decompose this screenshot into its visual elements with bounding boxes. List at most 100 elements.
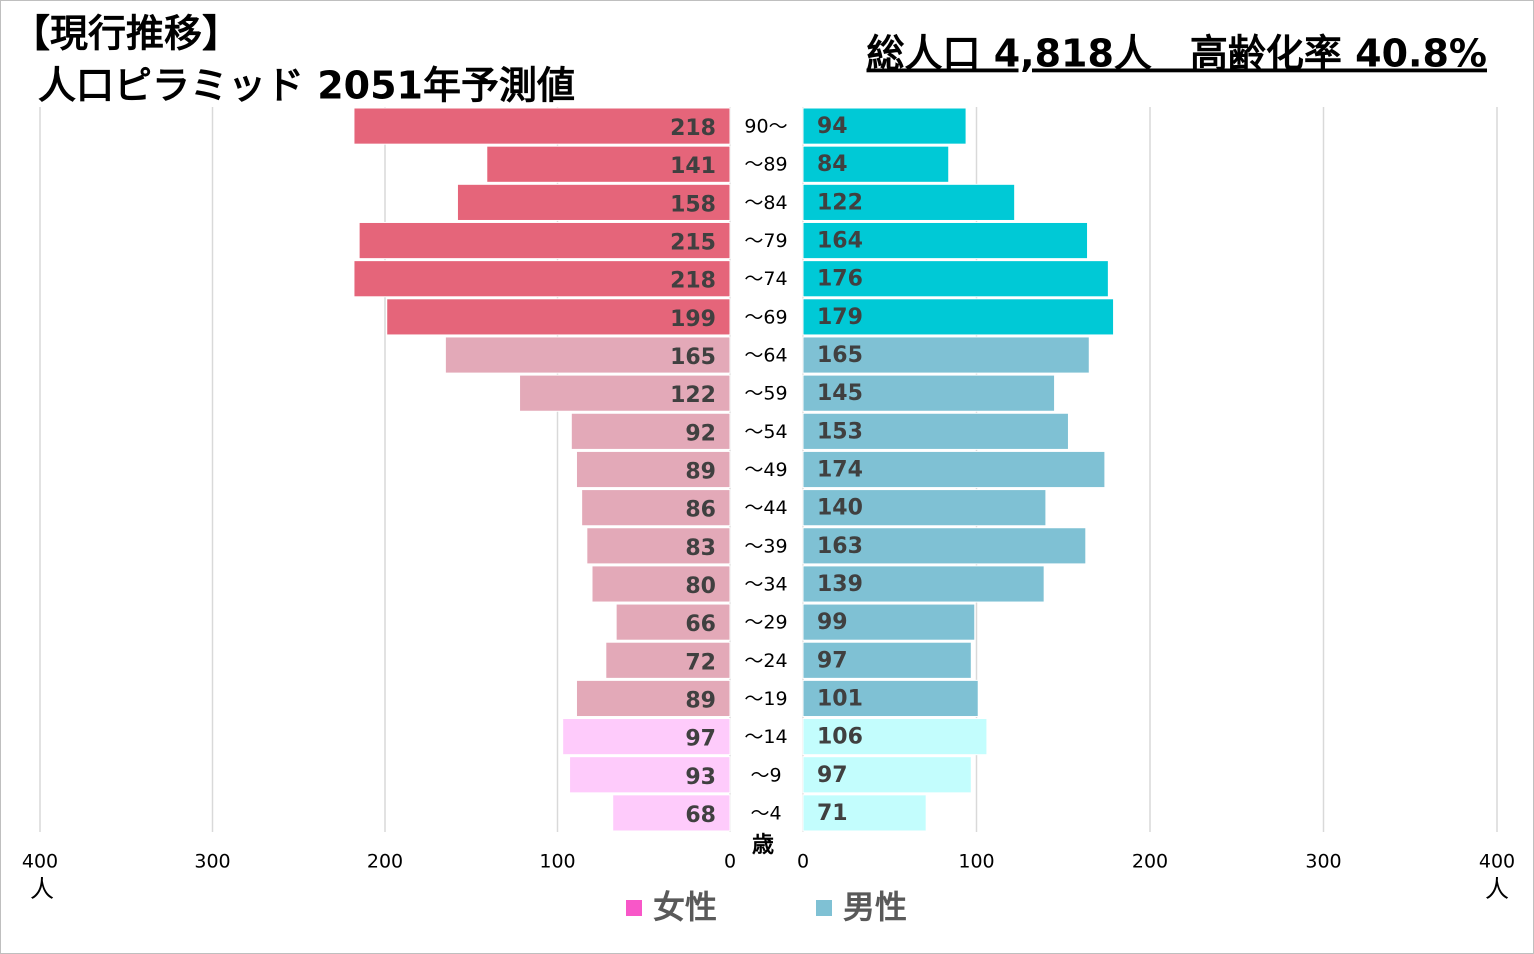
data-label: 71 [817, 801, 848, 826]
legend-swatch [626, 900, 642, 916]
x-tick-label: 100 [958, 851, 994, 873]
bar [486, 145, 731, 183]
category-label: 〜19 [744, 688, 787, 710]
data-label: 84 [817, 152, 848, 177]
bar [570, 412, 731, 450]
legend-label: 女性 [653, 888, 717, 926]
bar [802, 756, 972, 794]
bar [802, 450, 1106, 489]
category-label: 〜24 [744, 650, 787, 672]
data-label: 141 [670, 154, 716, 179]
data-label: 158 [670, 192, 716, 217]
bar [802, 679, 979, 718]
bar [802, 145, 950, 183]
data-label: 165 [817, 343, 863, 368]
bar [802, 374, 1056, 412]
bar [802, 260, 1109, 298]
x-tick-label: 400 [1479, 851, 1515, 873]
data-label: 94 [817, 114, 848, 139]
category-label: 〜54 [744, 421, 787, 443]
x-tick-label: 200 [1132, 851, 1168, 873]
data-label: 215 [670, 231, 716, 256]
chart-subtitle: 人口ピラミッド 2051年予測値 [38, 64, 575, 108]
bar [802, 412, 1069, 450]
bar [586, 527, 731, 565]
bar [519, 374, 731, 412]
bar [456, 183, 731, 221]
x-tick-label: 400 [22, 851, 58, 873]
bar [575, 679, 731, 718]
legend-swatch [816, 900, 832, 916]
category-label: 〜89 [744, 154, 787, 176]
category-label: 90〜 [744, 116, 787, 138]
bar [802, 336, 1090, 374]
data-label: 89 [685, 460, 716, 485]
category-label: 〜74 [744, 268, 787, 290]
category-label: 〜14 [744, 726, 787, 748]
x-tick-label: 300 [1305, 851, 1341, 873]
bar [802, 489, 1047, 527]
bar [353, 260, 731, 298]
bar [569, 756, 731, 794]
bar [353, 107, 731, 145]
legend-label: 男性 [843, 888, 907, 926]
data-label: 122 [817, 190, 863, 215]
category-label: 〜69 [744, 306, 787, 328]
bar [802, 183, 1016, 221]
category-label: 〜84 [744, 192, 787, 214]
data-label: 72 [685, 650, 716, 675]
category-label: 〜4 [750, 802, 781, 824]
data-label: 139 [817, 572, 863, 597]
annotation: 総人口 4,818人 高齢化率 40.8% [867, 32, 1488, 76]
x-tick-label: 0 [724, 851, 736, 873]
data-label: 145 [817, 381, 863, 406]
bar [358, 221, 731, 260]
bar [612, 794, 731, 832]
data-label: 106 [817, 725, 863, 750]
bar [591, 565, 731, 603]
data-label: 165 [670, 345, 716, 370]
data-label: 68 [685, 803, 716, 828]
chart-title: 【現行推移】 [12, 12, 240, 56]
category-label: 〜44 [744, 497, 787, 519]
data-label: 179 [817, 305, 863, 330]
bar [386, 298, 731, 336]
bar [802, 603, 976, 641]
bar [581, 489, 731, 527]
data-label: 89 [685, 688, 716, 713]
data-label: 99 [817, 610, 848, 635]
bar [802, 718, 988, 756]
data-label: 97 [817, 763, 848, 788]
bar [802, 298, 1115, 336]
data-label: 199 [670, 307, 716, 332]
bar [802, 565, 1045, 603]
category-label: 〜59 [744, 383, 787, 405]
bar [575, 450, 731, 489]
data-label: 97 [817, 648, 848, 673]
x-axis-label: 人 [30, 875, 54, 903]
data-label: 93 [685, 765, 716, 790]
data-label: 101 [817, 686, 863, 711]
x-tick-label: 300 [194, 851, 230, 873]
category-label: 〜64 [744, 345, 787, 367]
category-label: 〜79 [744, 230, 787, 252]
bar [802, 794, 927, 832]
x-tick-label: 100 [539, 851, 575, 873]
data-label: 140 [817, 496, 863, 521]
bar [802, 641, 972, 679]
data-label: 218 [670, 269, 716, 294]
bar [605, 641, 731, 679]
data-label: 218 [670, 116, 716, 141]
bar [802, 527, 1087, 565]
data-label: 174 [817, 458, 863, 483]
bar [615, 603, 731, 641]
category-label: 〜49 [744, 459, 787, 481]
bar [802, 221, 1089, 260]
category-label: 〜34 [744, 573, 787, 595]
data-label: 164 [817, 229, 863, 254]
category-label: 〜9 [750, 764, 781, 786]
bar [562, 718, 731, 756]
data-label: 66 [685, 612, 716, 637]
